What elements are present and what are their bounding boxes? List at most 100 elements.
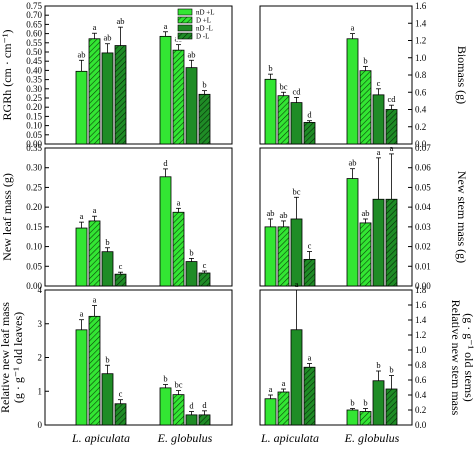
significance-letter: a <box>80 211 84 221</box>
y-tick-label: 1.2 <box>415 36 426 46</box>
y-axis-label: Relative new stem mass <box>449 300 463 416</box>
significance-letter: ab <box>187 49 195 59</box>
y-tick-label: 0.45 <box>26 56 42 66</box>
significance-letter: a <box>177 197 181 207</box>
bar <box>372 198 385 287</box>
y-axis-label: Biomass (g) <box>455 46 469 104</box>
y-axis-label-line2: (g · g⁻¹ old leaves) <box>11 312 25 403</box>
y-tick-label: 0.25 <box>26 182 42 192</box>
panel-frame <box>44 147 233 287</box>
y-tick-label: 0.8 <box>415 70 427 80</box>
bar <box>290 329 303 426</box>
bar <box>264 398 277 426</box>
bar <box>346 38 359 145</box>
legend-label: nD -L <box>196 25 213 33</box>
significance-letter: ab <box>116 16 124 26</box>
significance-letter: ab <box>266 208 274 218</box>
significance-letter: b <box>189 247 193 257</box>
significance-letter: c <box>119 261 123 271</box>
y-tick-label: 1 <box>38 386 43 396</box>
y-tick-label: 0.0 <box>415 139 427 149</box>
legend-item: nD -L <box>177 24 213 33</box>
y-tick-label: 0.07 <box>415 143 431 153</box>
significance-letter: b <box>389 365 393 375</box>
legend: nD +LD +LnD -LD -L <box>176 7 230 41</box>
significance-letter: a <box>164 21 168 31</box>
significance-letter: b <box>163 374 167 384</box>
significance-letter: a <box>295 279 299 289</box>
panel-newleaf: 0.00 0.05 0.10 0.15 0.20 0.25 0.30 0.35 New leaf… <box>0 143 233 291</box>
panel-rgrh: 0.000.050.100.150.200.250.300.350.400.45… <box>0 1 233 149</box>
bar <box>198 93 211 145</box>
bar <box>114 273 127 287</box>
significance-letter: a <box>390 143 394 153</box>
significance-letter: ab <box>361 208 369 218</box>
bar <box>185 261 198 287</box>
y-axis-label: New leaf mass (g) <box>0 173 14 261</box>
y-tick-label: 0.60 <box>26 29 42 39</box>
y-tick-label: 0.40 <box>26 65 42 75</box>
y-tick-label: 0.2 <box>415 122 426 132</box>
y-tick-label: 0.0 <box>415 420 427 430</box>
bar <box>198 272 211 287</box>
y-tick-label: 0.06 <box>415 163 431 173</box>
legend-item: D -L <box>177 33 209 41</box>
bar <box>101 52 114 145</box>
bar <box>346 178 359 287</box>
bar <box>359 222 372 287</box>
legend-item: nD +L <box>177 8 215 17</box>
significance-letter: d <box>189 401 194 411</box>
y-tick-label: 0.6 <box>415 375 427 385</box>
y-tick-label: 0.10 <box>26 121 42 131</box>
y-tick-label: 0.20 <box>26 102 42 112</box>
bar <box>114 45 127 145</box>
significance-letter: a <box>93 205 97 215</box>
legend-label: D +L <box>196 17 211 25</box>
significance-letter: d <box>307 110 312 120</box>
y-tick-label: 0.10 <box>26 242 42 252</box>
significance-letter: d <box>202 400 207 410</box>
y-tick-label: 0.15 <box>26 111 42 121</box>
significance-letter: a <box>269 384 273 394</box>
x-category-label: L. apiculata <box>260 431 319 445</box>
y-axis-label: New stem mass (g) <box>455 171 469 263</box>
bar <box>185 67 198 145</box>
significance-letter: bc <box>292 186 300 196</box>
significance-letter: c <box>308 241 312 251</box>
y-tick-label: 0.05 <box>26 130 42 140</box>
significance-letter: b <box>202 80 206 90</box>
legend-swatch <box>177 24 193 32</box>
y-tick-label: 0.15 <box>26 222 42 232</box>
significance-letter: c <box>119 389 123 399</box>
bar <box>88 315 101 426</box>
bar <box>372 94 385 145</box>
bar <box>303 122 316 145</box>
significance-letter: ab <box>77 49 85 59</box>
y-tick-label: 0.4 <box>415 105 427 115</box>
significance-letter: a <box>93 22 97 32</box>
significance-letter: b <box>363 398 367 408</box>
significance-letter: b <box>105 237 109 247</box>
significance-letter: ab <box>348 158 356 168</box>
legend-swatch <box>177 8 193 16</box>
bar <box>159 176 172 287</box>
bar <box>277 391 290 426</box>
y-axis-label: Relative new leaf mass <box>0 302 12 413</box>
y-tick-label: 0.02 <box>415 242 431 252</box>
bar <box>290 102 303 145</box>
bar <box>277 95 290 145</box>
bar <box>172 211 185 287</box>
y-tick-label: 0 <box>38 420 43 430</box>
bar <box>172 394 185 426</box>
y-tick-label: 2 <box>38 353 43 363</box>
y-tick-label: 0.00 <box>26 139 42 149</box>
y-tick-label: 0.70 <box>26 10 42 20</box>
bar <box>114 403 127 426</box>
y-tick-label: 1.6 <box>415 1 427 11</box>
panel-frame <box>44 5 233 145</box>
y-tick-label: 0.30 <box>26 163 42 173</box>
significance-letter: b <box>363 55 367 65</box>
y-tick-label: 1.4 <box>415 18 427 28</box>
bar <box>185 414 198 426</box>
bar <box>264 226 277 287</box>
